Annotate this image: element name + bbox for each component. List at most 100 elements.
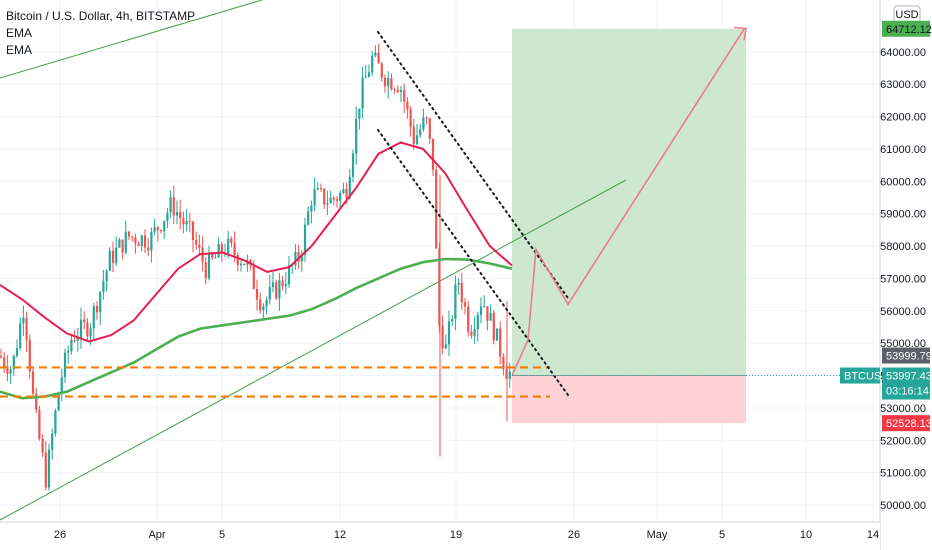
candle-body <box>361 77 364 109</box>
candle-body <box>479 306 483 315</box>
time-axis-bg <box>0 522 880 550</box>
candle-body <box>307 211 310 225</box>
candle-body <box>153 227 156 232</box>
candle-body <box>268 287 271 300</box>
candle-body <box>239 263 243 265</box>
candle-body <box>195 239 198 245</box>
candle-body <box>374 52 377 56</box>
loss-zone[interactable] <box>512 375 746 424</box>
candle-body <box>191 221 195 240</box>
candle-body <box>316 188 319 190</box>
candle-body <box>332 197 335 200</box>
candle-body <box>294 251 297 266</box>
candle-body <box>111 250 115 264</box>
last-close-tag: 53999.79 <box>882 347 932 364</box>
price-tick-label: 56000.00 <box>880 306 926 318</box>
candle-body <box>3 357 6 367</box>
ema-fast-line <box>0 141 513 343</box>
long-position-zones[interactable] <box>512 28 746 424</box>
candle-body <box>339 192 342 201</box>
candle-body <box>278 280 281 299</box>
ema-indicator-label[interactable]: EMA <box>6 43 33 57</box>
candle-body <box>262 306 265 311</box>
candle-body <box>489 312 492 321</box>
candle-body <box>335 199 339 201</box>
projection-path[interactable] <box>511 28 745 376</box>
candle-body <box>396 89 399 92</box>
candle-body <box>364 76 367 78</box>
candle-body <box>227 238 230 254</box>
candle-body <box>287 265 291 285</box>
drawing-overlays[interactable] <box>0 26 747 398</box>
ema-indicator-label[interactable]: EMA <box>6 26 33 40</box>
candle-body <box>92 306 95 329</box>
candle-body <box>137 243 140 247</box>
trend-lines[interactable] <box>0 0 627 521</box>
symbol-title[interactable]: Bitcoin / U.S. Dollar, 4h, BITSTAMP <box>6 9 196 23</box>
candle-body <box>207 254 211 279</box>
time-axis[interactable]: 26 Apr 5 12 19 26 May 5 10 14 <box>0 521 880 550</box>
candle-body <box>323 188 326 205</box>
candle-body <box>463 302 467 307</box>
candle-body <box>380 63 383 78</box>
candle-body <box>0 356 3 358</box>
candle-body <box>108 250 111 271</box>
candle-body <box>419 129 422 136</box>
candle-body <box>431 138 435 171</box>
candle-body <box>451 318 454 322</box>
candle-body <box>95 306 99 313</box>
candle-body <box>457 282 460 285</box>
candle-body <box>329 197 332 204</box>
time-tick-label: 12 <box>334 529 346 541</box>
candle-body <box>319 188 323 190</box>
price-tick-label: 50000.00 <box>880 500 926 512</box>
price-tick-label: 60000.00 <box>880 176 926 188</box>
ema-lines <box>0 141 513 400</box>
candle-body <box>243 263 246 265</box>
candle-body <box>297 251 300 262</box>
candle-body <box>147 247 150 251</box>
channel-trendline-top[interactable] <box>0 0 263 79</box>
price-axis-bg <box>880 0 932 550</box>
candle-body <box>182 218 185 225</box>
candle-body <box>390 77 393 90</box>
candle-body <box>284 284 287 287</box>
stop-price-tag: 52528.13 <box>882 415 932 432</box>
candle-body <box>220 244 223 254</box>
candle-body <box>393 89 396 91</box>
candle-body <box>115 247 118 264</box>
stop-price-tag-text: 52528.13 <box>886 418 932 430</box>
candle-body <box>86 322 89 337</box>
candle-body <box>6 366 9 374</box>
candle-body <box>403 90 406 102</box>
candle-body <box>502 356 505 370</box>
candle-body <box>233 242 236 255</box>
candle-body <box>409 109 412 127</box>
candle-body <box>483 306 486 308</box>
falling-channel-top[interactable] <box>377 31 569 299</box>
stop-price-tag-bg <box>882 415 930 432</box>
candle-body <box>313 189 316 206</box>
current-price-text: 53997.43 <box>886 371 932 383</box>
candle-body <box>326 203 329 205</box>
time-tick-label: 26 <box>54 529 66 541</box>
channel-trendline-bottom[interactable] <box>0 179 627 521</box>
price-tick-label: 51000.00 <box>880 468 926 480</box>
candle-body <box>300 255 303 262</box>
price-axis[interactable]: 50000.0051000.0052000.0053000.0054000.00… <box>879 0 932 550</box>
candle-body <box>211 254 214 258</box>
time-tick-label: 14 <box>867 529 879 541</box>
candle-body <box>435 170 438 249</box>
candle-body <box>131 236 134 238</box>
price-tick-label: 63000.00 <box>880 79 926 91</box>
candle-body <box>217 244 220 258</box>
falling-channel-bottom[interactable] <box>377 129 569 396</box>
candle-body <box>310 205 313 212</box>
candle-body <box>486 306 489 321</box>
candle-body <box>271 282 275 288</box>
candle-body <box>473 329 476 336</box>
candle-body <box>259 299 262 311</box>
candle-body <box>438 248 441 326</box>
